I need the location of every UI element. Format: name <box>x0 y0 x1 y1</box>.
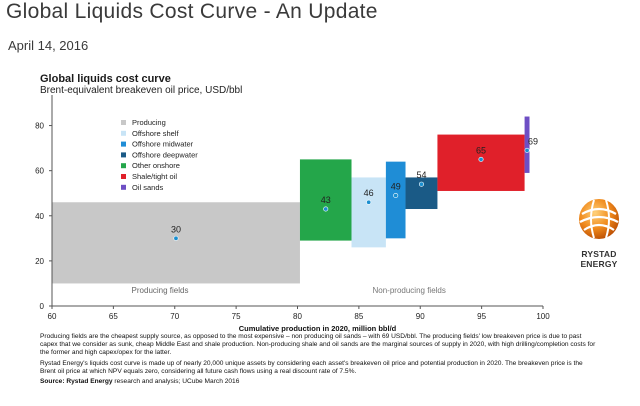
breakeven-label-2: 46 <box>364 188 374 198</box>
x-tick-label: 80 <box>293 312 302 321</box>
chart-notes: Producing fields are the cheapest supply… <box>40 333 600 388</box>
cost-segment-5 <box>437 134 525 191</box>
x-tick-label: 75 <box>232 312 241 321</box>
cost-segment-6 <box>524 116 530 173</box>
legend-swatch-1 <box>121 130 126 136</box>
note-source: Source: Rystad Energy research and analy… <box>40 378 600 386</box>
breakeven-point-2 <box>366 199 372 205</box>
breakeven-label-1: 43 <box>321 195 331 205</box>
x-tick-label: 100 <box>536 312 550 321</box>
legend-swatch-3 <box>121 152 126 158</box>
legend-swatch-4 <box>121 163 126 169</box>
legend-label-3: Offshore deepwater <box>132 150 198 159</box>
chart-subtitle: Brent-equivalent breakeven oil price, US… <box>40 85 243 96</box>
breakeven-point-3 <box>393 192 399 198</box>
legend-label-6: Oil sands <box>132 183 164 192</box>
page-date: April 14, 2016 <box>8 38 89 53</box>
x-tick-label: 95 <box>477 312 486 321</box>
breakeven-label-6: 69 <box>528 136 538 146</box>
legend-swatch-5 <box>121 174 126 179</box>
y-tick-label: 20 <box>35 257 44 266</box>
cost-segment-1 <box>299 159 352 241</box>
cost-segment-0 <box>52 202 300 284</box>
breakeven-point-1 <box>323 206 329 212</box>
legend-label-0: Producing <box>132 118 166 127</box>
breakeven-label-5: 65 <box>476 145 486 155</box>
note-source-text: research and analysis; UCube March 2016 <box>112 378 240 386</box>
breakeven-label-4: 54 <box>416 170 426 180</box>
x-tick-label: 90 <box>416 312 425 321</box>
brand-block: RYSTAD ENERGY <box>564 196 634 269</box>
y-tick-label: 40 <box>35 212 44 221</box>
legend-label-1: Offshore shelf <box>132 129 179 138</box>
brand-name: RYSTAD ENERGY <box>580 249 618 269</box>
breakeven-point-6 <box>524 147 530 153</box>
breakeven-point-5 <box>478 156 484 162</box>
breakeven-point-4 <box>418 181 424 187</box>
rystad-logo-icon <box>579 199 619 239</box>
page-title: Global Liquids Cost Curve - An Update <box>6 0 378 23</box>
legend-label-4: Other onshore <box>132 161 180 170</box>
chart-title: Global liquids cost curve <box>40 73 171 85</box>
x-axis-title: Cumulative production in 2020, million b… <box>239 324 397 333</box>
legend-swatch-0 <box>121 120 126 125</box>
note-paragraph-2: Rystad Energy's liquids cost curve is ma… <box>40 359 583 375</box>
y-tick-label: 80 <box>35 122 44 131</box>
x-tick-label: 70 <box>170 312 179 321</box>
legend-label-5: Shale/tight oil <box>132 172 177 181</box>
non-producing-fields-annotation: Non-producing fields <box>373 286 446 295</box>
y-tick-label: 60 <box>35 167 44 176</box>
x-tick-label: 85 <box>354 312 363 321</box>
cost-segment-3 <box>385 161 406 239</box>
producing-fields-annotation: Producing fields <box>132 286 189 295</box>
legend-label-2: Offshore midwater <box>132 140 194 149</box>
breakeven-label-0: 30 <box>171 224 181 234</box>
y-tick-label: 0 <box>40 302 45 311</box>
breakeven-label-3: 49 <box>391 181 401 191</box>
x-tick-label: 60 <box>48 312 57 321</box>
note-source-label: Source: Rystad Energy <box>40 378 113 386</box>
legend-swatch-2 <box>121 141 126 147</box>
note-paragraph-1: Producing fields are the cheapest supply… <box>40 333 596 357</box>
legend-swatch-6 <box>121 184 126 190</box>
x-tick-label: 65 <box>109 312 118 321</box>
cost-curve-chart: 0 20 40 60 80 60 65 70 75 80 85 90 95 100 Cumulative p… <box>35 95 550 333</box>
breakeven-point-0 <box>173 235 179 241</box>
cost-segment-2 <box>351 177 386 248</box>
